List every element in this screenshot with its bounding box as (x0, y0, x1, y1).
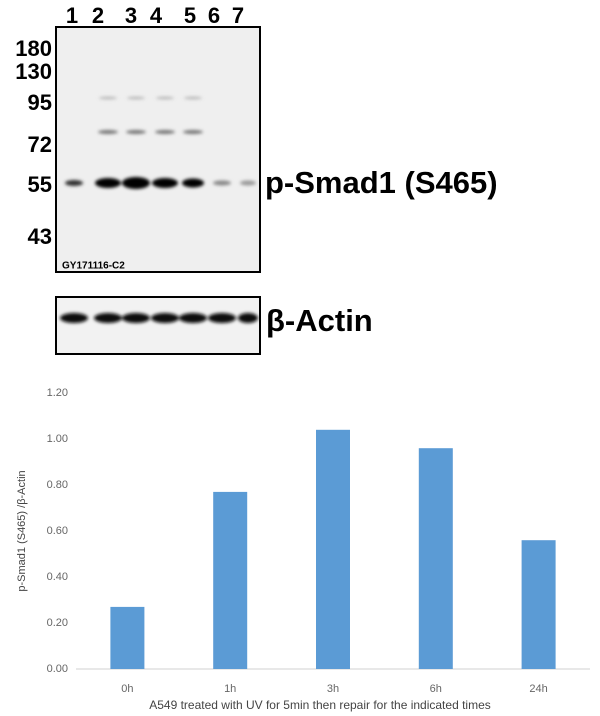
band (152, 178, 178, 188)
x-tick-label: 6h (430, 683, 442, 695)
band (65, 180, 83, 186)
band (94, 313, 122, 323)
band (60, 313, 88, 323)
band (127, 96, 145, 100)
band (208, 313, 236, 323)
mw-marker: 43 (28, 224, 52, 249)
y-tick-label: 1.20 (47, 387, 68, 399)
lane-label: 1 (66, 3, 78, 28)
band (95, 178, 121, 188)
blot-bands (65, 96, 256, 189)
band (179, 313, 207, 323)
y-tick-label: 0.00 (47, 663, 68, 675)
y-tick-label: 1.00 (47, 433, 68, 445)
y-tick-label: 0.20 (47, 617, 68, 629)
band (126, 130, 146, 134)
lane-label: 2 (92, 3, 104, 28)
band (122, 177, 150, 189)
band (98, 130, 118, 134)
band (151, 313, 179, 323)
mw-marker: 72 (28, 132, 52, 157)
actin-bands (60, 313, 258, 323)
x-tick-label: 3h (327, 683, 339, 695)
x-tick-label: 1h (224, 683, 236, 695)
bar (418, 448, 453, 669)
y-tick-label: 0.40 (47, 571, 68, 583)
mw-marker: 180 (15, 36, 52, 61)
blot-membrane (55, 26, 261, 273)
y-tick-label: 0.80 (47, 479, 68, 491)
y-axis-title: p-Smad1 (S465) /β-Actin (16, 470, 28, 591)
x-axis-title: A549 treated with UV for 5min then repai… (149, 698, 491, 712)
band (238, 313, 258, 323)
bar (110, 606, 145, 669)
band (99, 96, 117, 100)
band (183, 130, 203, 134)
band (156, 96, 174, 100)
x-tick-label: 0h (121, 683, 133, 695)
y-tick-label: 0.60 (47, 525, 68, 537)
band (122, 313, 150, 323)
mw-marker: 55 (28, 172, 52, 197)
bar (521, 540, 556, 669)
x-tick-label: 24h (529, 683, 547, 695)
actin-membrane (55, 296, 261, 355)
band (213, 180, 231, 186)
band (182, 178, 204, 188)
lane-label: 5 (184, 3, 196, 28)
bar (213, 491, 248, 669)
band (240, 180, 256, 186)
target-label: p-Smad1 (S465) (265, 165, 498, 200)
lane-label: 7 (232, 3, 244, 28)
bar (316, 429, 350, 669)
lane-label: 4 (150, 3, 163, 28)
mw-marker: 95 (28, 90, 52, 115)
band (155, 130, 175, 134)
lane-label: 3 (125, 3, 137, 28)
band (184, 96, 202, 100)
loading-label: β-Actin (266, 303, 373, 338)
lane-label: 6 (208, 3, 220, 28)
mw-marker: 130 (15, 59, 52, 84)
sample-id: GY171116-C2 (62, 261, 125, 272)
